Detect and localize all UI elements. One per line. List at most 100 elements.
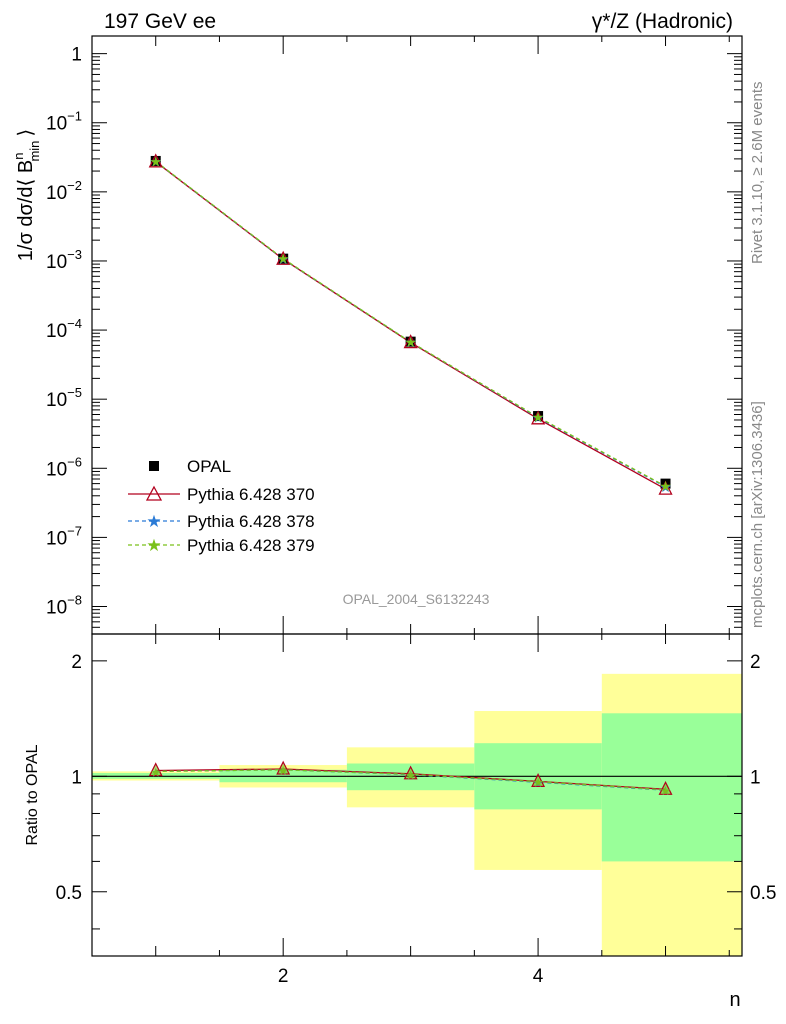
ratio-point-star-1: ★ — [278, 764, 289, 778]
legend-label-378: Pythia 6.428 378 — [187, 512, 315, 531]
right-title: γ*/Z (Hadronic) — [592, 10, 733, 33]
main-point-star-2: ★ — [149, 153, 162, 169]
ratio-point-star-2: ★ — [660, 784, 671, 798]
ratio-frame — [91, 633, 743, 957]
legend-marker-opal — [149, 461, 159, 471]
main-ytick-exp: −8 — [67, 592, 82, 607]
legend: OPAL Pythia 6.428 370 ★ Pythia 6.428 378… — [128, 457, 315, 555]
main-ytick-base: 1 — [71, 45, 82, 66]
main-data-point — [405, 336, 416, 347]
ratio-point-370 — [276, 760, 291, 775]
ratio-point-star-2: ★ — [278, 764, 289, 778]
legend-label-opal: OPAL — [187, 457, 231, 476]
main-ytick-base: 10 — [46, 459, 67, 480]
main-point-star-2: ★ — [532, 410, 545, 426]
ratio-xtick-label: 2 — [278, 966, 289, 987]
main-ytick-label: 10−2 — [46, 178, 82, 204]
mcplots-label: mcplots.cern.ch [arXiv:1306.3436] — [749, 401, 766, 628]
main-point-star-3: ★ — [277, 251, 290, 267]
ratio-point-star-1: ★ — [660, 784, 671, 798]
main-ytick-label: 1 — [71, 45, 82, 66]
ratio-point-370 — [148, 762, 163, 777]
main-ytick-label: 10−6 — [46, 454, 82, 480]
analysis-watermark: OPAL_2004_S6132243 — [343, 591, 490, 607]
left-title: 197 GeV ee — [104, 10, 216, 33]
ratio-ylabel: Ratio to OPAL — [24, 744, 41, 845]
main-ytick-exp: −1 — [67, 109, 82, 124]
main-point-star-2: ★ — [659, 479, 672, 495]
main-ylabel: 1/σ dσ/d⟨ Bnmin ⟩ — [11, 129, 42, 261]
legend-marker-379: ★ — [146, 536, 161, 555]
main-ylabel-text: 1/σ dσ/d⟨ B — [15, 160, 37, 261]
main-ytick-label: 10−7 — [46, 523, 82, 549]
legend-marker-370 — [145, 485, 163, 501]
main-point-370 — [403, 334, 418, 349]
x-axis-label: n — [729, 989, 740, 1011]
rivet-label: Rivet 3.1.10, ≥ 2.6M events — [749, 82, 766, 265]
main-ytick-label: 10−5 — [46, 385, 82, 411]
main-data-point — [533, 411, 544, 422]
main-ytick-label: 10−1 — [46, 109, 82, 135]
main-data-point — [660, 478, 671, 489]
main-ytick-base: 10 — [46, 528, 67, 549]
main-ytick-exp: −2 — [67, 178, 82, 193]
main-data-point — [150, 155, 161, 166]
main-point-star-2: ★ — [277, 251, 290, 267]
ratio-plot: ★ ★ ★★★★ ★ ★★★ — [148, 760, 673, 798]
ratio-point-370 — [531, 773, 546, 787]
main-point-370 — [276, 250, 291, 265]
main-series-line-3 — [155, 160, 666, 487]
ratio-ytick-label-left: 2 — [71, 652, 82, 673]
ratio-xtick-label: 4 — [533, 966, 544, 987]
main-ytick-label: 10−3 — [46, 247, 82, 273]
main-point-370 — [658, 480, 673, 495]
ratio-point-star-2: ★ — [150, 765, 161, 779]
ratio-point-star-2: ★ — [533, 776, 544, 790]
main-data-point — [278, 253, 289, 264]
main-point-star-3: ★ — [404, 334, 417, 350]
main-point-star-3: ★ — [532, 409, 545, 425]
main-point-370 — [531, 410, 546, 425]
main-ylabel-tail: ⟩ — [15, 129, 37, 137]
main-ytick-base: 10 — [46, 597, 67, 618]
ratio-ytick-label-right: 2 — [750, 652, 761, 673]
main-ylabel-sub: min — [27, 141, 42, 162]
ratio-bands — [92, 673, 742, 956]
band-inner-4 — [601, 713, 742, 862]
main-ytick-base: 10 — [46, 252, 67, 273]
ratio-ytick-label-left: 0.5 — [56, 883, 82, 904]
axes: 110−110−210−310−410−510−610−710−82 40.5 0.… — [46, 35, 776, 987]
main-ytick-base: 10 — [46, 390, 67, 411]
main-ytick-exp: −4 — [67, 316, 82, 331]
main-ytick-exp: −5 — [67, 385, 82, 400]
main-ylabel-sup: n — [11, 153, 26, 160]
ratio-point-370 — [658, 780, 673, 795]
main-point-star-3: ★ — [149, 153, 162, 169]
main-plot: ★★★★★★★★★★ — [148, 153, 673, 495]
main-ytick-label: 10−4 — [46, 316, 82, 342]
legend-label-370: Pythia 6.428 370 — [187, 485, 315, 504]
main-point-370 — [148, 153, 163, 168]
main-ytick-base: 10 — [46, 114, 67, 135]
main-ytick-exp: −7 — [67, 523, 82, 538]
ratio-point-star-1: ★ — [150, 765, 161, 779]
main-point-star-2: ★ — [404, 334, 417, 350]
main-ytick-exp: −3 — [67, 247, 82, 262]
ratio-point-star-2: ★ — [405, 768, 416, 782]
main-ytick-label: 10−8 — [46, 592, 82, 618]
ratio-point-370 — [403, 765, 418, 780]
ratio-point-star-1: ★ — [405, 769, 416, 783]
ratio-ytick-label-left: 1 — [71, 767, 82, 788]
legend-marker-378: ★ — [146, 512, 161, 531]
ratio-point-star-1: ★ — [533, 776, 544, 790]
main-ytick-base: 10 — [46, 321, 67, 342]
main-ytick-exp: −6 — [67, 454, 82, 469]
ratio-ytick-label-right: 1 — [750, 767, 761, 788]
legend-label-379: Pythia 6.428 379 — [187, 536, 315, 555]
ratio-ytick-label-right: 0.5 — [750, 883, 776, 904]
main-series-line-1 — [155, 161, 666, 490]
main-point-star-3: ★ — [659, 478, 672, 494]
main-series-line-2 — [155, 160, 666, 488]
main-ytick-base: 10 — [46, 183, 67, 204]
